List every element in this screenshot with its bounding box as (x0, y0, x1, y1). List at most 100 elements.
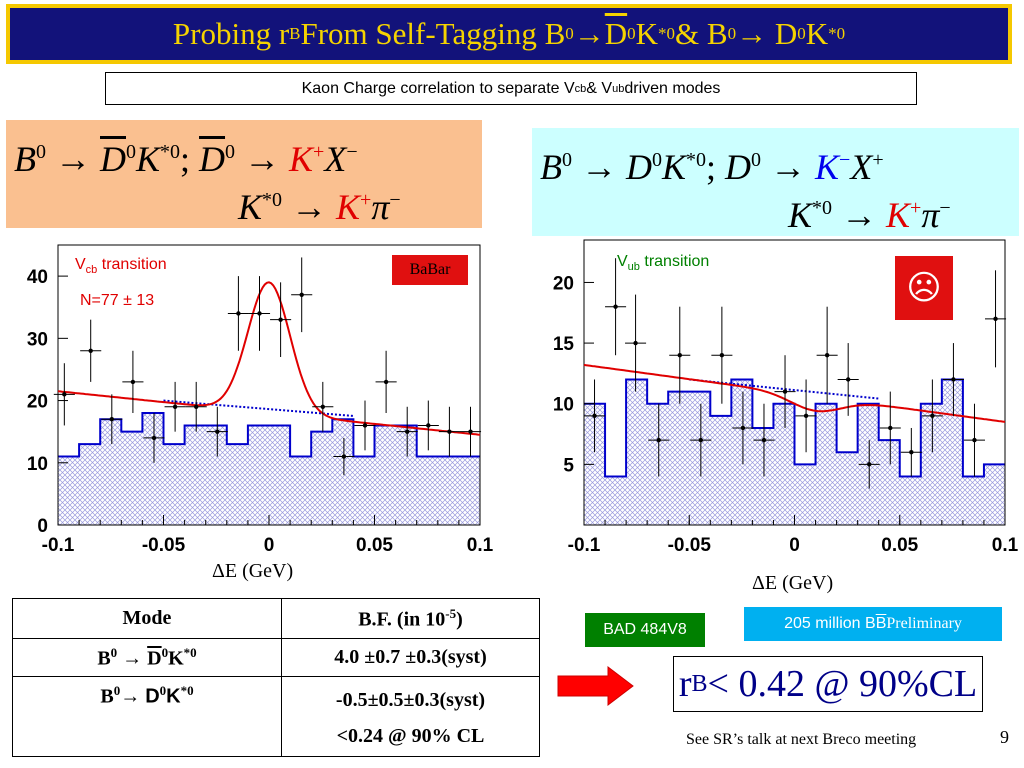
decay-arrow: → (282, 187, 337, 227)
data-point (909, 450, 914, 455)
title-text: From Self-Tagging B (300, 16, 566, 51)
data-point (993, 316, 998, 322)
decay-box-right: B0 → D0K*0; D0 → K−X+ K*0 → K+π− (532, 128, 1019, 236)
x-tick-label: 0 (789, 535, 800, 556)
y-tick-label: 40 (27, 267, 48, 288)
title-arrow: → D (736, 16, 798, 51)
decay-sup: − (939, 197, 951, 219)
decay-sup: *0 (262, 189, 283, 211)
cell-text: D (147, 647, 162, 670)
data-point (867, 462, 872, 467)
table-cell-mode: B0 → D0K*0 (12, 638, 282, 677)
data-point (782, 389, 788, 394)
x-tick-label: 0.05 (356, 535, 393, 556)
decay-sup: *0 (812, 197, 833, 219)
y-tick-label: 15 (553, 334, 575, 355)
data-point (62, 392, 67, 397)
header-sup: -5 (445, 605, 457, 621)
table-cell-mode: B0→ D0K*0 (12, 676, 282, 757)
data-point (383, 379, 389, 385)
title-dbar: D (604, 16, 628, 51)
decay-sup: 0 (126, 141, 136, 163)
cell-sup: 0 (110, 644, 118, 660)
data-point (888, 425, 893, 431)
data-point (320, 404, 326, 409)
y-tick-label: 0 (37, 516, 48, 537)
data-point (362, 423, 368, 428)
data-point (405, 429, 410, 434)
data-point (951, 377, 956, 382)
decay-line: K*0 → K+π− (238, 178, 401, 229)
subtitle-text: & V (586, 79, 613, 97)
plot-right-xlabel: ΔE (GeV) (752, 572, 834, 594)
data-point (426, 423, 431, 428)
table-row: B0→ D0K*0 -0.5±0.5±0.3(syst) <0.24 @ 90% … (12, 676, 540, 757)
title-sup: *0 (658, 24, 676, 43)
plot-left-count: N=77 ± 13 (80, 292, 155, 309)
decay-symbol: K (289, 139, 314, 179)
decay-arrow: → (832, 195, 887, 235)
cell-sup: 0 (113, 683, 121, 698)
decay-sup: − (346, 141, 358, 163)
cell-sup: 0 (161, 644, 169, 660)
title-sup: *0 (828, 24, 846, 43)
footer-note: See SR’s talk at next Breco meeting (686, 731, 917, 748)
data-point (719, 353, 725, 358)
y-tick-label: 30 (27, 329, 48, 350)
cell-text: B (97, 647, 111, 670)
decay-sup: − (839, 149, 851, 171)
decay-symbol: K (662, 147, 687, 187)
page-number: 9 (1000, 727, 1009, 747)
y-tick-label: 20 (553, 273, 574, 294)
decay-sup: 0 (225, 141, 236, 163)
y-tick-label: 5 (563, 455, 574, 476)
x-tick-label: -0.05 (668, 535, 712, 556)
decay-symbol: K (788, 195, 813, 235)
cell-text: K (168, 647, 184, 670)
plot-left: -0.1 -0.05 0 0.05 0.1 0 10 20 30 40 (27, 244, 494, 556)
x-tick-label: 0.05 (881, 535, 918, 556)
plot-right-transition-label: Vub transition (617, 253, 709, 273)
title-arrow: → (573, 16, 605, 51)
decay-sup: + (360, 189, 372, 211)
data-point (109, 417, 115, 422)
decay-sep: ; (706, 147, 726, 187)
header-text: B.F. (in 10 (358, 608, 446, 631)
x-tick-label: -0.1 (42, 535, 75, 556)
decay-symbol: B (14, 139, 36, 179)
data-point (151, 435, 157, 441)
table-row: B0 → D0K*0 4.0 ±0.7 ±0.3(syst) (12, 638, 540, 677)
data-point (194, 404, 199, 409)
title-sup: 0 (727, 24, 737, 43)
decay-symbol: π (921, 195, 940, 235)
decay-symbol: D (725, 147, 752, 187)
subtitle-sub: ub (612, 82, 625, 95)
title-k: K (805, 16, 829, 51)
cell-arrow: → (120, 685, 146, 708)
cell-sup: *0 (183, 644, 197, 660)
table-header: B.F. (in 10-5) (281, 598, 540, 639)
title-sup: 0 (627, 24, 636, 43)
decay-symbol: B (540, 147, 562, 187)
y-tick-label: 20 (27, 392, 48, 413)
data-point (613, 304, 618, 309)
title-sub: B (289, 24, 301, 43)
label-sub: ub (627, 261, 640, 274)
title-k: K (635, 16, 659, 51)
data-point (299, 292, 304, 297)
table-header: Mode (12, 598, 282, 639)
title-text: Probing r (172, 16, 290, 51)
cell-sup: *0 (180, 683, 194, 698)
cell-sup: 0 (159, 683, 167, 698)
label-text: transition (639, 253, 710, 270)
data-point (633, 340, 638, 346)
decay-sup: 0 (652, 149, 662, 171)
decay-arrow: → (572, 147, 626, 187)
data-point (740, 425, 746, 431)
subtitle-text: driven modes (624, 79, 721, 97)
decay-symbol: D (100, 139, 126, 179)
data-point (172, 404, 178, 409)
decay-line: B0 → D0K*0; D0 → K+X− (14, 130, 358, 181)
